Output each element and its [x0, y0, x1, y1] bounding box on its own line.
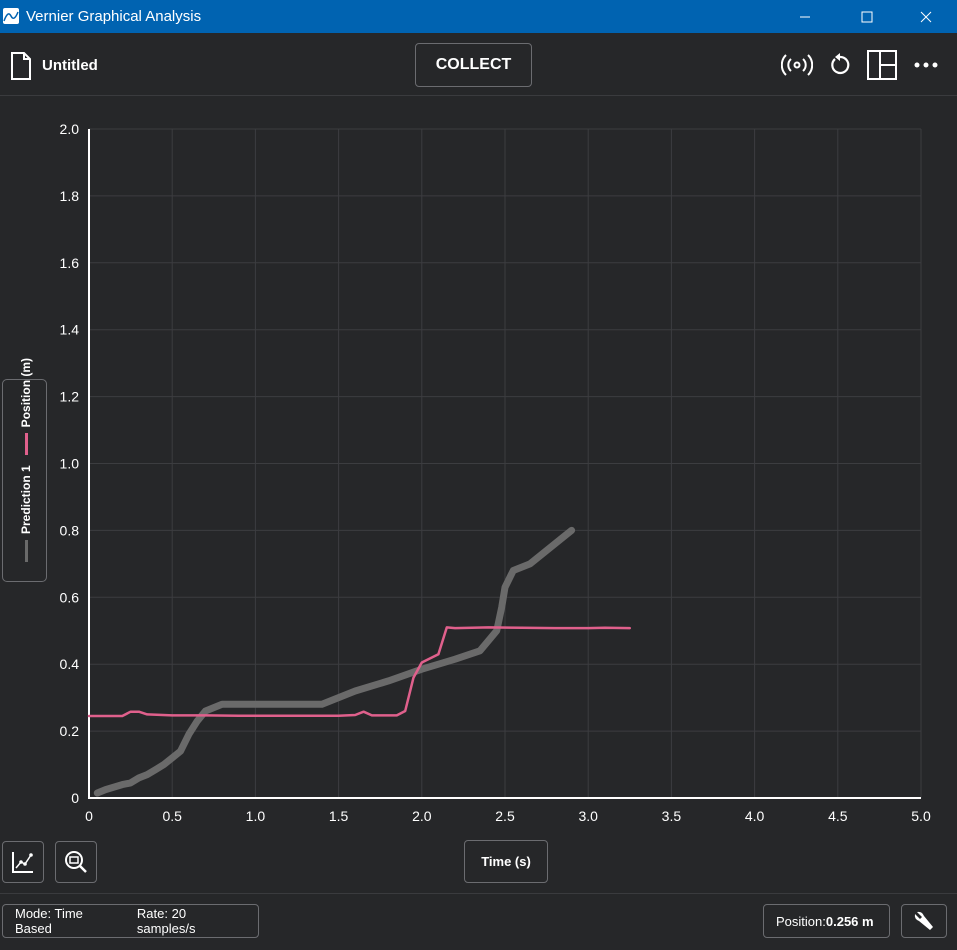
- mode-text: Mode: Time Based: [15, 906, 83, 936]
- x-tick-label: 2.5: [495, 808, 515, 824]
- y-tick-label: 2.0: [60, 121, 80, 137]
- zoom-fit-icon: [65, 851, 87, 873]
- layout-icon[interactable]: [866, 49, 898, 81]
- sensor-meter-button[interactable]: Position: 0.256 m: [763, 904, 890, 938]
- minimize-button[interactable]: [782, 0, 828, 33]
- y-tick-label: 0.6: [60, 589, 80, 605]
- x-tick-label: 5.0: [911, 808, 931, 824]
- toolbar: Untitled COLLECT: [0, 33, 957, 96]
- close-button[interactable]: [903, 0, 949, 33]
- axes: [88, 129, 921, 799]
- graph[interactable]: 0 0.5 1.0 1.5 2.0 2.5 3.0 3.5 4.0 4.5 5.0 0 0.2 0.4 0.…: [0, 96, 957, 836]
- legend: Prediction 1 Position (m): [19, 348, 33, 562]
- prediction-series-line: [93, 526, 576, 797]
- wrench-icon: [914, 911, 933, 930]
- legend-swatch: [24, 433, 28, 456]
- legend-item-position: Position (m): [19, 357, 33, 456]
- legend-label: Position (m): [19, 357, 33, 428]
- x-tick-label: 1.5: [329, 808, 349, 824]
- x-tick-label: 0: [85, 808, 93, 824]
- data-collection-settings-button[interactable]: Mode: Time Based Rate: 20 samples/s: [2, 904, 259, 938]
- grid: [88, 128, 922, 799]
- rate-text: Rate: 20 samples/s: [136, 906, 196, 936]
- legend-swatch: [24, 540, 28, 562]
- window-title: Vernier Graphical Analysis: [26, 8, 202, 25]
- app-logo-icon: [3, 8, 19, 24]
- y-tick-label: 1.4: [60, 322, 80, 338]
- x-tick-label: 4.0: [745, 808, 765, 824]
- y-tick-label: 0.4: [60, 656, 80, 672]
- series-lines: [87, 526, 632, 797]
- y-tick-label: 0: [71, 790, 79, 806]
- y-tick-label: 1.2: [60, 389, 80, 405]
- y-axis-legend-button[interactable]: Prediction 1 Position (m): [2, 358, 47, 582]
- y-tick-label: 0.2: [60, 723, 80, 739]
- sensor-settings-button[interactable]: [901, 904, 947, 938]
- legend-label: Prediction 1: [19, 465, 33, 534]
- x-tick-label: 2.0: [412, 808, 432, 824]
- more-options-icon[interactable]: [910, 49, 942, 81]
- y-tick-label: 1.0: [60, 456, 80, 472]
- autoscale-button[interactable]: [55, 841, 97, 883]
- graph-tools-icon: [12, 852, 33, 873]
- x-tick-label: 3.5: [662, 808, 682, 824]
- legend-item-prediction: Prediction 1: [19, 465, 33, 562]
- meter-value: 0.256 m: [825, 913, 874, 929]
- y-tick-label: 0.8: [60, 522, 80, 538]
- position-series-line: [87, 626, 632, 718]
- document-title[interactable]: Untitled: [42, 57, 98, 74]
- graph-tools-button[interactable]: [2, 841, 44, 883]
- x-tick-label: 0.5: [162, 808, 182, 824]
- x-tick-label: 4.5: [828, 808, 848, 824]
- meter-label: Position:: [776, 913, 826, 929]
- y-tick-label: 1.8: [60, 188, 80, 204]
- title-bar: Vernier Graphical Analysis: [0, 0, 957, 33]
- maximize-button[interactable]: [844, 0, 890, 33]
- collect-button[interactable]: COLLECT: [415, 43, 532, 87]
- reset-icon[interactable]: [824, 49, 856, 81]
- status-bar: Mode: Time Based Rate: 20 samples/s Posi…: [0, 893, 957, 950]
- x-axis-label-button[interactable]: Time (s): [464, 840, 548, 883]
- connect-sensor-icon[interactable]: [781, 49, 813, 81]
- tick-labels: 0 0.5 1.0 1.5 2.0 2.5 3.0 3.5 4.0 4.5 5.0 0 0.2 0.4 0.…: [60, 121, 931, 824]
- file-icon[interactable]: [10, 51, 32, 86]
- x-tick-label: 1.0: [246, 808, 266, 824]
- y-tick-label: 1.6: [60, 255, 80, 271]
- x-tick-label: 3.0: [578, 808, 598, 824]
